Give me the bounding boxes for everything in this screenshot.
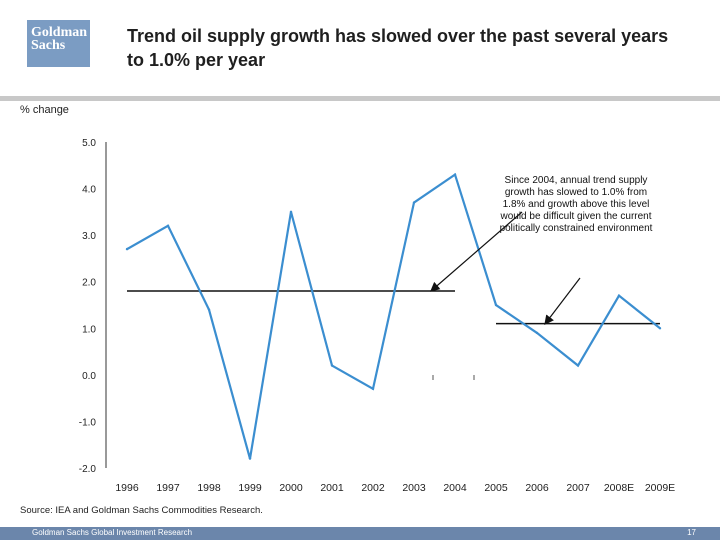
- x-tick-label: 2005: [484, 482, 508, 494]
- logo-line-2: Sachs: [31, 38, 66, 53]
- data-point: [207, 308, 211, 311]
- y-tick-label: 3.0: [82, 231, 96, 242]
- x-tick-label: 2004: [443, 482, 467, 494]
- x-tick-label: 1996: [115, 482, 139, 494]
- data-point: [289, 210, 293, 214]
- data-point: [125, 247, 129, 251]
- data-point: [658, 327, 662, 330]
- x-tick-label: 2001: [320, 482, 344, 494]
- x-tick-label: 2007: [566, 482, 590, 494]
- x-tick-label: 1997: [156, 482, 180, 494]
- footer-research-label: Goldman Sachs Global Investment Research: [32, 528, 193, 537]
- x-tick-label: 2003: [402, 482, 426, 494]
- goldman-sachs-logo: Goldman Sachs: [27, 20, 90, 67]
- page-number: 17: [687, 528, 696, 537]
- x-tick-label: 1998: [197, 482, 221, 494]
- x-tick-label: 2000: [279, 482, 303, 494]
- y-tick-label: 1.0: [82, 324, 96, 335]
- logo-line-1: Goldman: [31, 25, 88, 40]
- data-point: [248, 457, 252, 460]
- series-line-oil-supply-growth: [126, 172, 661, 459]
- data-point: [330, 364, 334, 367]
- data-point: [412, 201, 416, 204]
- x-tick-label: 2009E: [645, 482, 675, 494]
- data-point: [453, 173, 457, 176]
- x-tick-label: 1999: [238, 482, 262, 494]
- footer-bar: Goldman Sachs Global Investment Research…: [0, 527, 720, 540]
- y-unit-label: % change: [20, 104, 69, 116]
- y-tick-label: -2.0: [79, 464, 97, 475]
- x-tick-label: 2008E: [604, 482, 634, 494]
- slide-title: Trend oil supply growth has slowed over …: [127, 26, 669, 70]
- callout-text: Since 2004, annual trend supply growth h…: [499, 175, 653, 234]
- y-tick-label: 5.0: [82, 138, 96, 149]
- data-point: [576, 364, 580, 367]
- callout-arrow-to-old-trend: [430, 211, 523, 292]
- data-point: [494, 303, 498, 307]
- data-point: [617, 294, 621, 297]
- callout-arrow-to-new-trend: [544, 277, 581, 325]
- data-point: [166, 224, 170, 228]
- y-tick-label: 4.0: [82, 185, 96, 196]
- source-note: Source: IEA and Goldman Sachs Commoditie…: [20, 505, 263, 516]
- x-tick-label: 2002: [361, 482, 385, 494]
- x-tick-label: 2006: [525, 482, 549, 494]
- data-point: [535, 331, 539, 335]
- data-point: [371, 387, 375, 391]
- y-tick-label: -1.0: [79, 417, 97, 428]
- y-tick-label: 0.0: [82, 371, 96, 382]
- title-divider: [0, 96, 720, 101]
- y-tick-label: 2.0: [82, 278, 96, 289]
